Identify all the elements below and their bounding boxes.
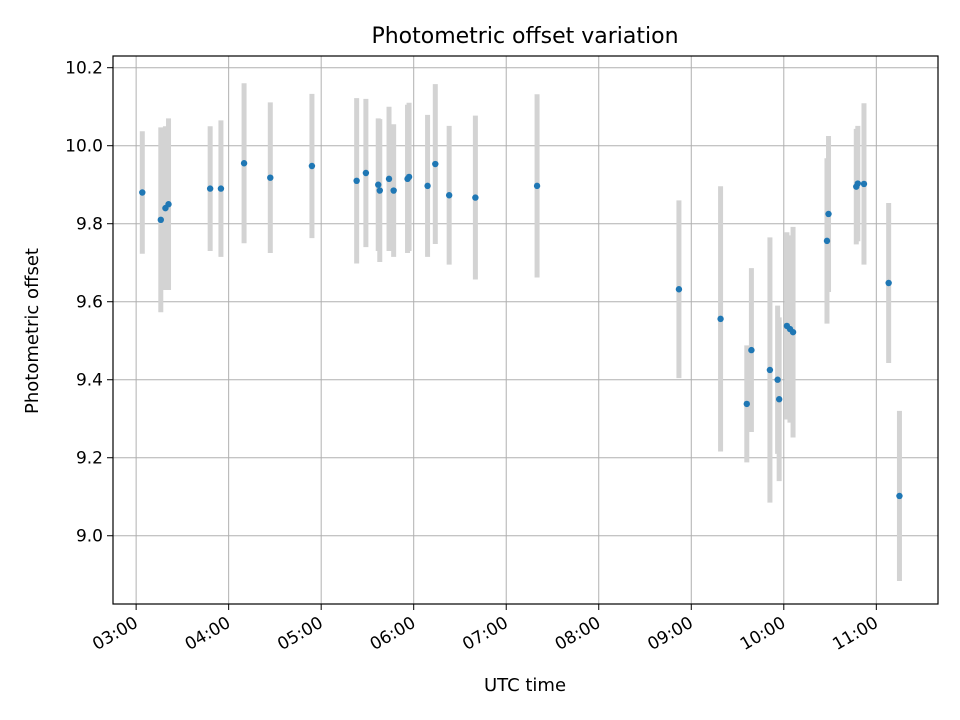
y-axis-ticks: 9.0 9.2 9.4 9.6 9.8 10.0 10.2 [65,59,113,547]
data-point [157,216,165,224]
data-point [240,160,248,167]
data-point [743,400,750,408]
y-tick-label: 10.0 [65,137,103,157]
data-point [445,192,453,199]
data-point [385,175,393,183]
data-point [860,180,868,188]
grid-lines [113,56,938,604]
y-axis-label: Photometric offset [22,248,43,414]
data-point [308,162,316,170]
data-point [390,187,397,194]
data-points [139,160,903,500]
chart-title: Photometric offset variation [371,24,678,49]
data-point [854,180,862,187]
data-point [789,328,797,336]
y-tick-label: 9.6 [76,293,103,313]
data-point [362,169,370,177]
y-tick-label: 10.2 [65,59,103,79]
y-tick-label: 9.0 [76,527,103,547]
data-point [748,346,755,354]
data-point [472,194,479,201]
data-point [675,286,683,293]
data-point [424,182,431,190]
data-point [206,185,214,192]
data-point [139,189,146,196]
data-point [766,366,774,374]
data-point [165,201,172,208]
plot-frame [112,55,939,605]
data-point [533,182,541,190]
y-tick-label: 9.4 [76,371,103,391]
data-point [353,177,360,185]
data-point [217,185,225,192]
y-tick-label: 9.2 [76,449,103,469]
x-axis-label: UTC time [484,675,566,696]
data-point [896,492,903,500]
data-point [775,396,783,403]
data-point [717,315,724,323]
data-point [376,187,383,194]
y-tick-label: 9.8 [76,215,103,235]
data-point [825,210,832,218]
data-point [885,279,892,287]
data-point [823,237,831,245]
data-point [267,174,274,181]
data-point [375,181,382,188]
data-point [774,376,781,383]
data-point [405,173,413,181]
data-point [432,160,439,168]
